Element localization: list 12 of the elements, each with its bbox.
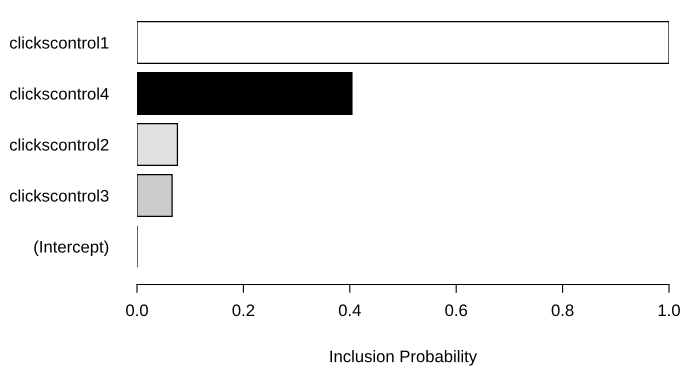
x-axis-title: Inclusion Probability [330, 350, 478, 366]
x-tick-label: 0.4 [338, 304, 361, 316]
x-tick-label: 0.2 [232, 304, 254, 316]
y-tick-label: clickscontrol3 [10, 189, 108, 202]
y-tick-label: (Intercept) [34, 240, 108, 256]
x-tick-label: 0.0 [126, 304, 148, 316]
x-tick-label: 1.0 [658, 304, 680, 316]
y-tick-label: clickscontrol2 [10, 138, 108, 151]
y-tick-label: clickscontrol4 [10, 87, 109, 100]
x-tick-label: 0.8 [552, 304, 574, 316]
x-tick-label: 0.6 [445, 304, 468, 316]
y-tick-label: clickscontrol1 [10, 36, 108, 49]
